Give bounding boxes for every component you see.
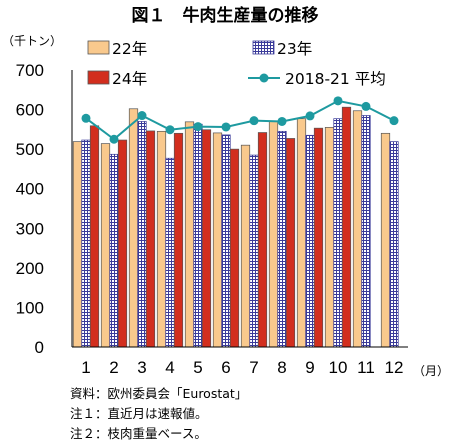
chart-title: 図１ 牛肉生産量の推移 xyxy=(132,5,319,26)
point-2018-21 平均 xyxy=(249,116,259,126)
note-1: 注１：直近月は速報値。 xyxy=(70,406,208,421)
legend-label: 2018-21 平均 xyxy=(285,70,386,88)
point-2018-21 平均 xyxy=(221,122,231,132)
x-tick-label: 12 xyxy=(385,358,404,377)
bar-23年 xyxy=(81,139,91,348)
y-tick-label: 300 xyxy=(16,219,44,238)
bar-23年 xyxy=(109,153,119,348)
x-tick-label: 2 xyxy=(109,358,118,377)
note-2: 注２：枝肉重量ベース。 xyxy=(70,426,207,441)
point-2018-21 平均 xyxy=(305,111,315,121)
legend-label: 24年 xyxy=(112,70,147,88)
point-2018-21 平均 xyxy=(361,101,371,111)
x-tick-label: 11 xyxy=(357,358,375,377)
bar-22年 xyxy=(352,110,363,348)
x-tick-label: 5 xyxy=(193,358,202,377)
bar-24年 xyxy=(173,132,184,348)
y-tick-label: 200 xyxy=(16,259,44,278)
line-2018-21 平均 xyxy=(85,99,395,141)
y-tick-label: 700 xyxy=(16,61,44,80)
legend-marker-2018-21 平均 xyxy=(259,73,269,83)
bar-23年 xyxy=(305,134,315,348)
bar-23年 xyxy=(249,154,259,348)
x-axis-ticks: 1 2 3 4 5 6 7 8 9 10 11 12 xyxy=(81,358,403,377)
bar-22年 xyxy=(100,143,111,348)
chart-legend: 22年 23年 24年 2018-21 平均 xyxy=(87,40,386,88)
x-tick-label: 7 xyxy=(249,358,258,377)
point-2018-21 平均 xyxy=(277,116,287,126)
bar-23年 xyxy=(277,130,287,348)
x-tick-label: 6 xyxy=(221,358,230,377)
bar-22年 xyxy=(156,130,167,348)
legend-swatch-22年 xyxy=(87,40,110,55)
legend-swatch-24年 xyxy=(87,70,110,85)
bar-23年 xyxy=(165,157,175,348)
point-2018-21 平均 xyxy=(137,111,147,121)
x-tick-label: 8 xyxy=(277,358,286,377)
legend-label: 23年 xyxy=(277,40,312,58)
bar-22年 xyxy=(296,118,307,348)
bar-23年 xyxy=(137,121,147,348)
y-tick-label: 400 xyxy=(16,180,44,199)
point-2018-21 平均 xyxy=(389,116,399,126)
legend-label: 22年 xyxy=(112,40,147,58)
y-tick-label: 600 xyxy=(16,101,44,120)
x-axis-unit: （月） xyxy=(413,364,449,378)
bar-23年 xyxy=(221,134,231,348)
x-tick-label: 1 xyxy=(81,358,90,377)
point-2018-21 平均 xyxy=(109,134,119,144)
x-tick-label: 9 xyxy=(305,358,314,377)
bar-24年 xyxy=(89,125,100,348)
y-axis-ticks: 0 100 200 300 400 500 600 700 xyxy=(16,61,44,357)
bar-22年 xyxy=(184,121,195,348)
bar-24年 xyxy=(313,127,324,348)
x-tick-label: 4 xyxy=(165,358,174,377)
bar-24年 xyxy=(341,106,352,348)
y-tick-label: 500 xyxy=(16,140,44,159)
bar-22年 xyxy=(240,144,251,348)
point-2018-21 平均 xyxy=(165,125,175,135)
x-tick-label: 10 xyxy=(329,358,348,377)
point-2018-21 平均 xyxy=(81,113,91,123)
bar-22年 xyxy=(128,108,139,348)
bar-22年 xyxy=(212,132,223,348)
bar-23年 xyxy=(333,118,343,348)
bar-23年 xyxy=(193,123,203,348)
bar-22年 xyxy=(380,132,391,348)
bar-22年 xyxy=(268,120,279,348)
bar-24年 xyxy=(145,130,156,348)
bar-24年 xyxy=(257,132,268,348)
legend-swatch-23年 xyxy=(252,40,275,55)
bar-24年 xyxy=(229,148,240,348)
bar-24年 xyxy=(117,139,128,348)
point-2018-21 平均 xyxy=(193,122,203,132)
plot-area xyxy=(72,96,399,348)
bar-23年 xyxy=(361,115,371,348)
bar-24年 xyxy=(201,129,212,348)
x-tick-label: 3 xyxy=(137,358,146,377)
point-2018-21 平均 xyxy=(333,96,343,106)
y-tick-label: 100 xyxy=(16,298,44,317)
y-tick-label: 0 xyxy=(35,338,44,357)
bar-24年 xyxy=(285,138,296,348)
bar-22年 xyxy=(72,141,83,348)
bar-22年 xyxy=(324,127,335,348)
y-axis-unit: （千トン） xyxy=(2,34,62,48)
bar-23年 xyxy=(389,141,399,348)
source-note: 資料：欧州委員会「Eurostat」 xyxy=(70,386,247,401)
